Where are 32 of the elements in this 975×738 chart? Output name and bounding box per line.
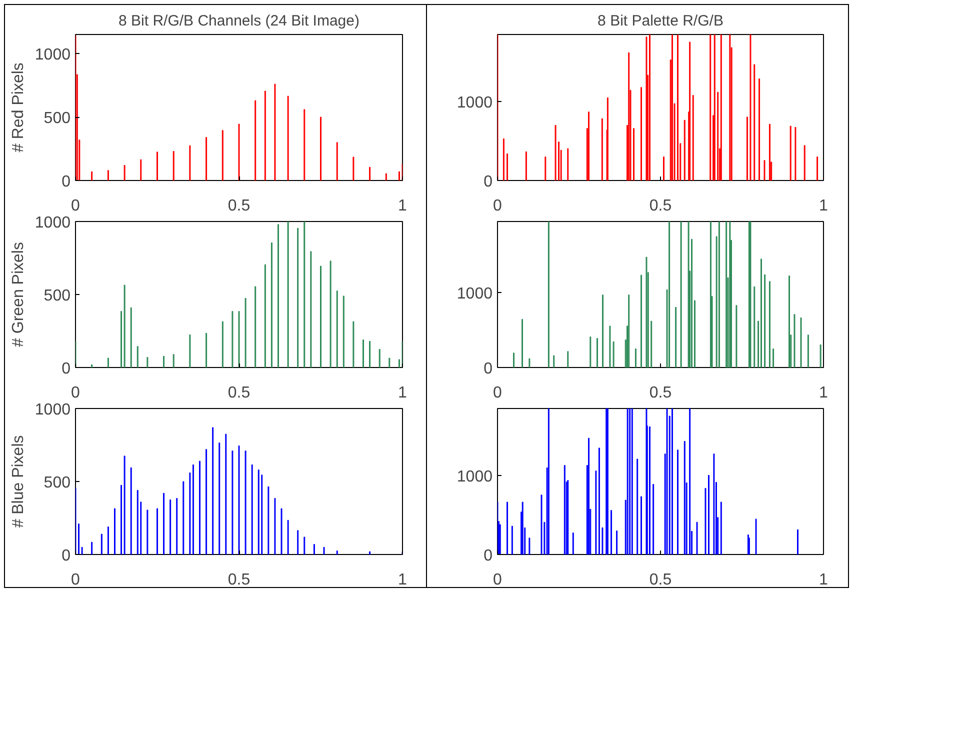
y-tick-label: 500 — [44, 288, 71, 304]
x-tick-label: 0.5 — [649, 198, 672, 214]
y-tick-label: 1000 — [456, 94, 493, 112]
x-tick-label: 0.5 — [228, 198, 250, 214]
y-tick-label: 1000 — [34, 214, 71, 232]
x-tick-label: 0.5 — [649, 572, 672, 588]
y-tick-label: 0 — [484, 548, 493, 564]
y-axis-title: # Red Pixels — [10, 62, 27, 152]
x-tick-label: 1 — [398, 384, 408, 402]
chart-title: 8 Bit Palette R/G/B — [598, 12, 724, 30]
y-tick-label: 1000 — [34, 46, 71, 64]
y-tick-label: 500 — [44, 110, 71, 128]
x-tick-label: 1 — [398, 198, 408, 214]
y-tick-label: 1000 — [34, 402, 71, 418]
x-tick-label: 0.5 — [228, 384, 250, 402]
x-tick-label: 1 — [819, 384, 828, 402]
y-tick-label: 0 — [62, 174, 71, 190]
y-axis-title: # Blue Pixels — [10, 435, 27, 528]
chart-title: 8 Bit R/G/B Channels (24 Bit Image) — [118, 12, 360, 30]
x-tick-label: 1 — [819, 198, 828, 214]
x-tick-label: 0.5 — [649, 384, 672, 402]
x-tick-label: 1 — [819, 572, 828, 588]
x-tick-label: 1 — [398, 572, 408, 588]
y-tick-label: 0 — [62, 360, 71, 378]
y-tick-label: 1000 — [456, 286, 493, 303]
y-tick-label: 1000 — [456, 468, 493, 486]
y-tick-label: 0 — [484, 174, 493, 190]
y-tick-label: 0 — [484, 360, 493, 378]
y-axis-title: # Green Pixels — [10, 242, 27, 347]
x-tick-label: 0.5 — [228, 572, 250, 588]
y-tick-label: 500 — [44, 474, 71, 492]
y-tick-label: 0 — [62, 548, 71, 564]
